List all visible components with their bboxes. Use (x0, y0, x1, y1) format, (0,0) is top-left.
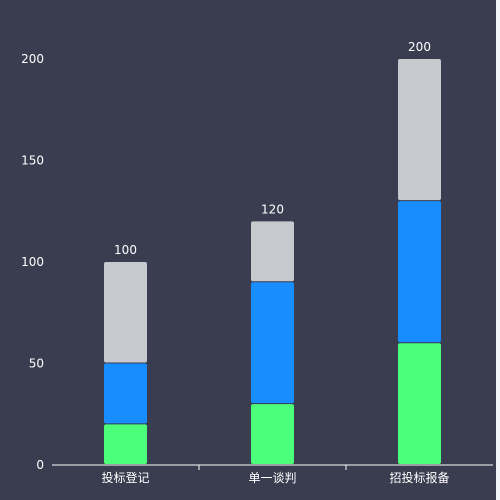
x-tick-label: 单一谈判 (248, 471, 296, 485)
y-tick-label: 0 (36, 458, 44, 472)
bar-segment-2 (398, 201, 441, 343)
x-tick-label: 投标登记 (101, 470, 149, 485)
bar-total-label: 120 (261, 202, 284, 216)
y-tick-label: 150 (21, 154, 44, 168)
bar-segment-1 (104, 424, 147, 464)
bar-segment-1 (251, 404, 294, 464)
bar-segment-2 (251, 282, 294, 404)
y-tick-label: 100 (21, 255, 44, 269)
bar-total-label: 100 (114, 243, 137, 257)
bar-segment-2 (104, 363, 147, 424)
bar-segment-3 (398, 59, 441, 201)
bar-total-label: 200 (408, 40, 431, 54)
bar-segment-3 (251, 221, 294, 282)
bar-segment-3 (104, 262, 147, 363)
y-tick-label: 200 (21, 52, 44, 66)
bar-segment-1 (398, 343, 441, 464)
x-tick-label: 招投标报备 (389, 470, 449, 485)
y-tick-label: 50 (29, 357, 44, 371)
